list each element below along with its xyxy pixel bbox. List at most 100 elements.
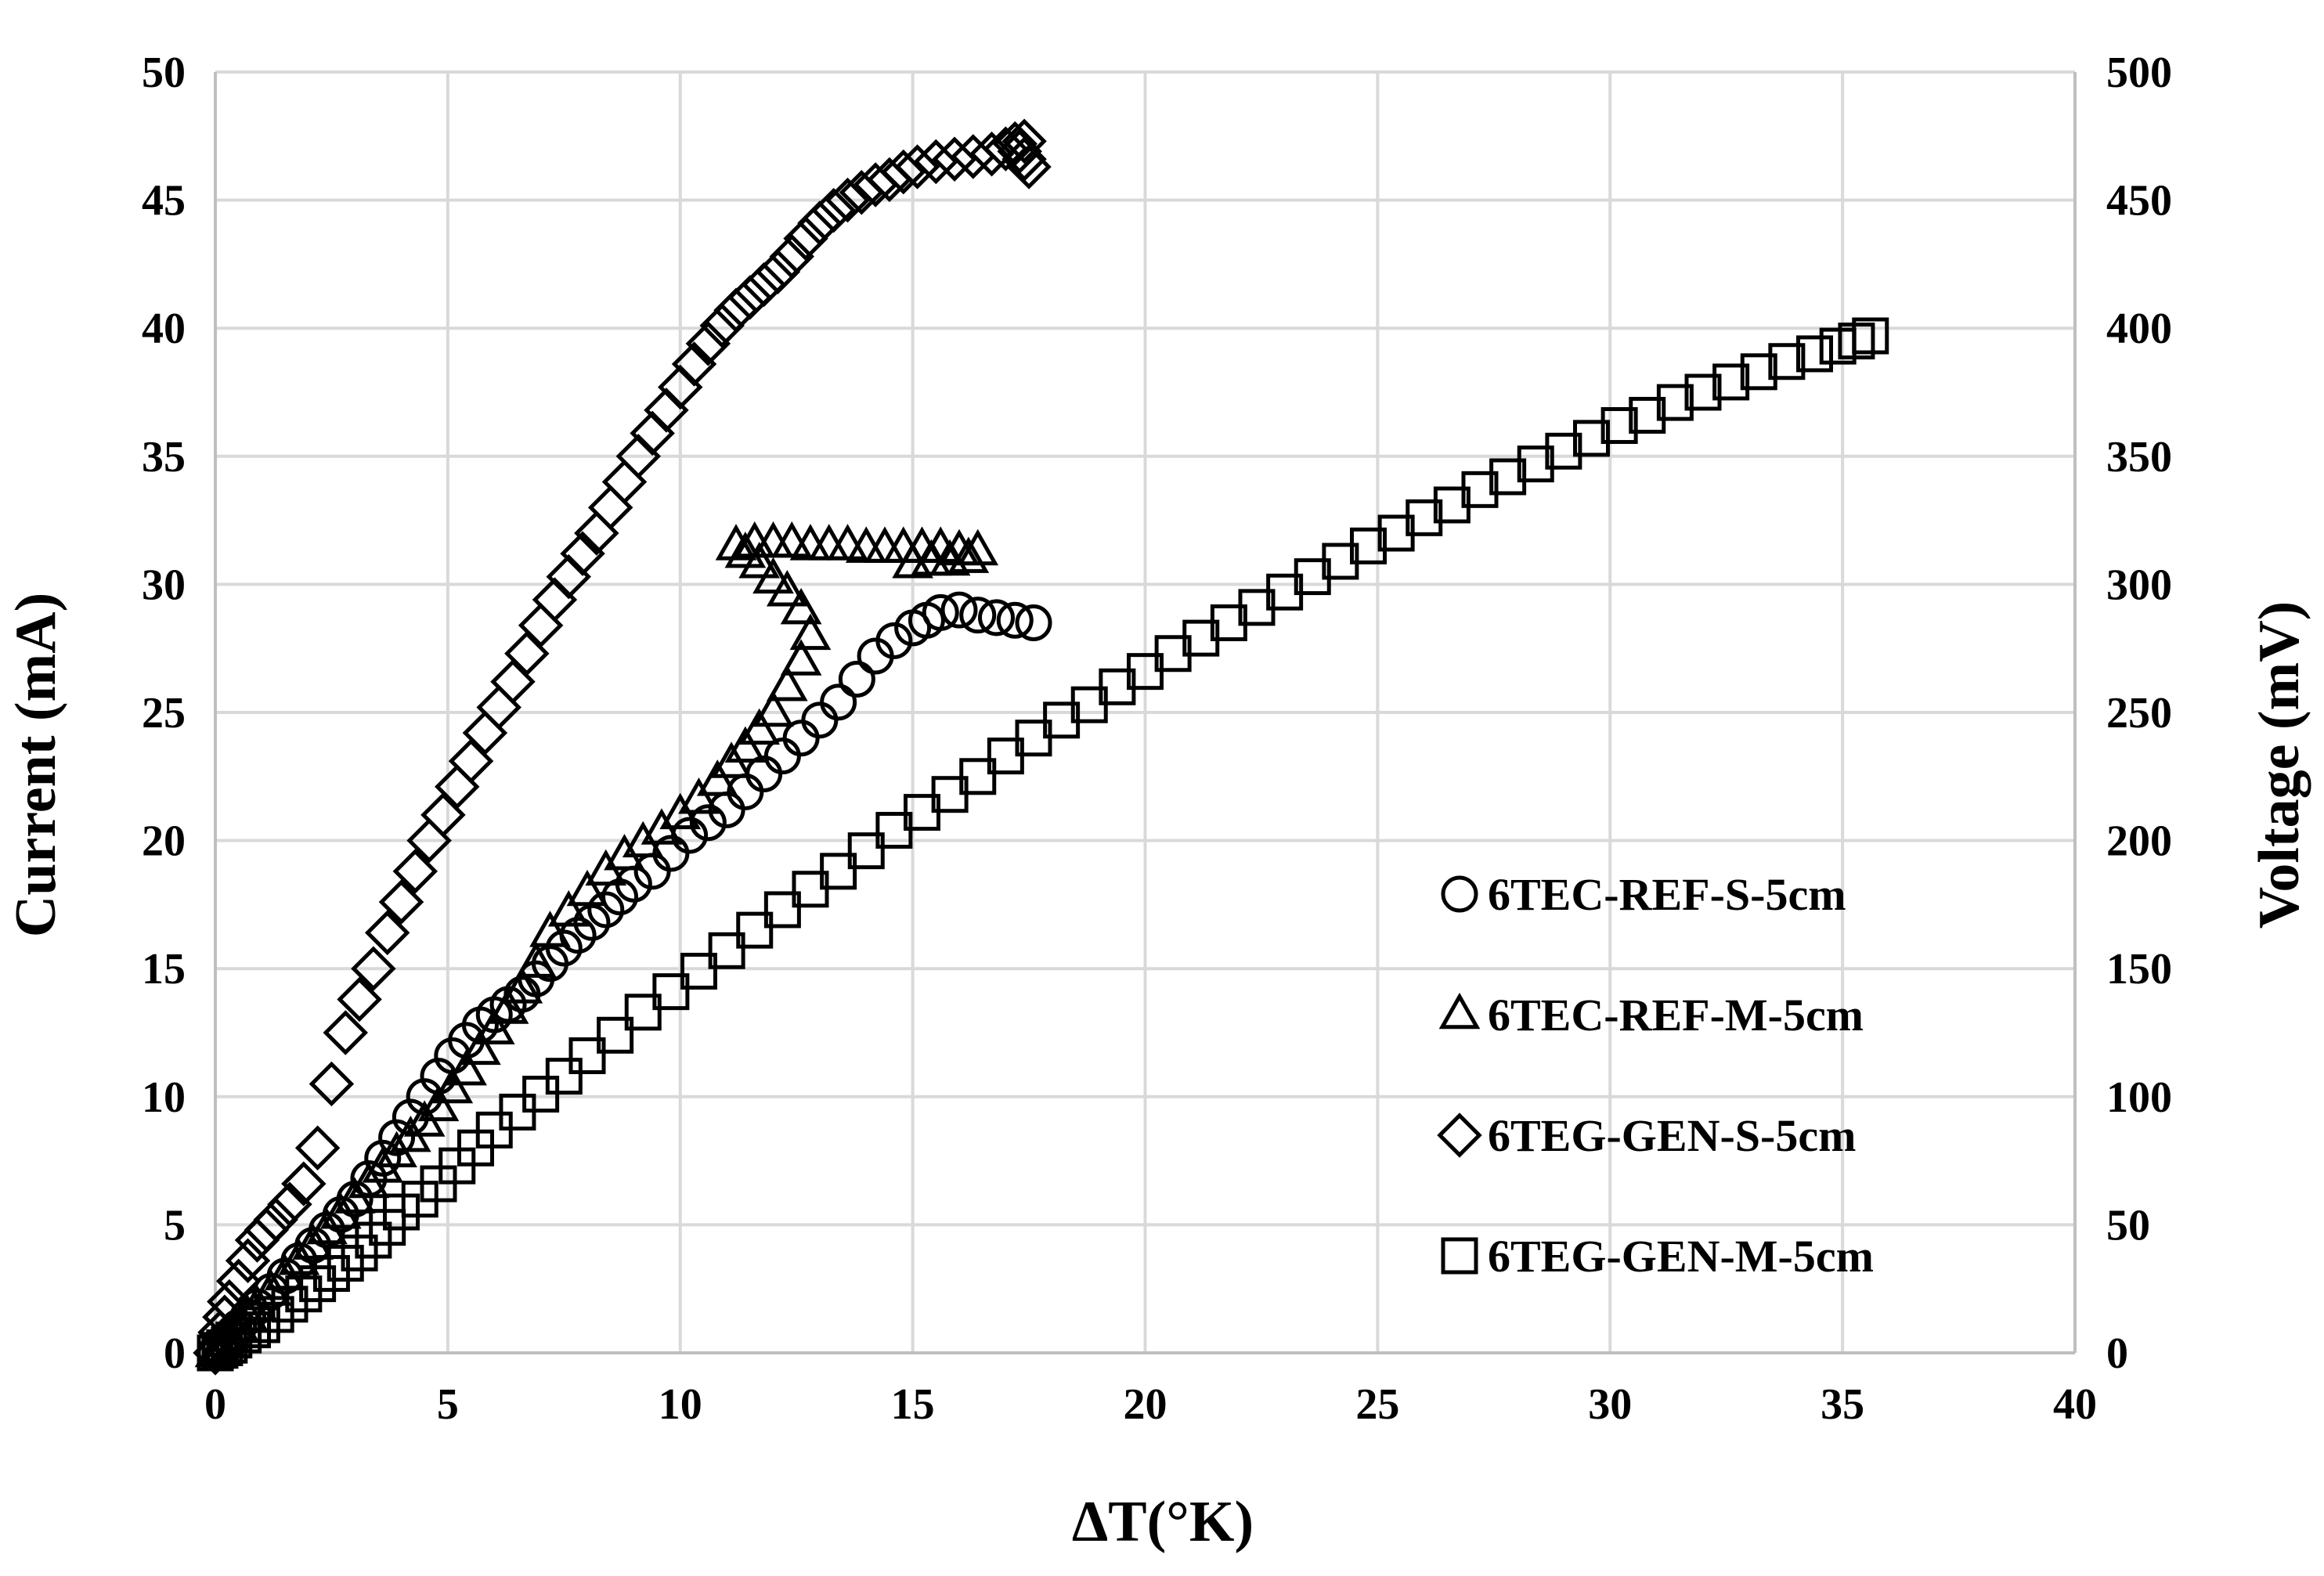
legend-marker-circle-icon (1441, 875, 1478, 913)
data-point-square (545, 1058, 583, 1095)
data-point-diamond (244, 1207, 290, 1253)
data-point-circle (1015, 604, 1052, 641)
data-point-square (959, 758, 997, 795)
data-point-diamond (601, 459, 648, 505)
data-point-diamond (881, 149, 926, 195)
data-marks (193, 118, 1889, 1376)
x-axis-title: ΔT(°K) (1072, 1490, 1254, 1554)
y2-tick-label: 0 (2106, 1329, 2128, 1378)
data-point-circle (573, 903, 611, 941)
data-point-triangle (678, 777, 720, 814)
data-point-square (736, 911, 774, 949)
legend-square-icon (1441, 1237, 1478, 1275)
data-point-square (299, 1265, 337, 1303)
data-point-diamond (810, 187, 857, 233)
data-point-triangle (566, 869, 608, 907)
data-point-square (1545, 432, 1582, 470)
legend: 6TEC-REF-S-5cm 6TEC-REF-M-5cm 6TEG-GEN-S… (1437, 869, 1874, 1282)
data-point-diamond (894, 144, 940, 189)
data-point-triangle (529, 911, 571, 947)
data-point-diamond (337, 976, 382, 1022)
data-point-triangle (789, 613, 832, 651)
data-point-diamond (560, 531, 605, 576)
data-point-circle (996, 601, 1034, 639)
legend-label-series-2: 6TEC-REF-M-5cm (1488, 990, 1864, 1040)
x-tick-label: 15 (891, 1380, 935, 1429)
data-point-diamond (587, 485, 633, 530)
data-point-triangle (501, 967, 543, 1004)
data-point-diamond (685, 321, 731, 366)
data-point-square (568, 1037, 606, 1074)
data-point-circle (689, 804, 727, 842)
legend-label-series-4: 6TEG-GEN-M-5cm (1488, 1231, 1874, 1282)
data-point-square (327, 1244, 364, 1282)
legend-label-series-1: 6TEC-REF-S-5cm (1488, 869, 1846, 920)
data-point-square (1852, 317, 1889, 355)
series-triangle-points (194, 521, 999, 1368)
data-point-square (355, 1221, 392, 1259)
data-point-square (597, 1016, 634, 1054)
y-tick-label: 0 (164, 1329, 186, 1378)
data-point-diamond (281, 1161, 327, 1206)
legend-item-series-2: 6TEC-REF-M-5cm (1438, 990, 1864, 1040)
data-point-square (1740, 353, 1777, 391)
data-point-circle (959, 597, 997, 634)
y-tick-label: 15 (142, 945, 186, 994)
legend-item-series-1: 6TEC-REF-S-5cm (1441, 869, 1846, 920)
data-point-triangle (473, 1008, 515, 1044)
y-tick-label: 20 (142, 817, 186, 866)
data-point-diamond (671, 341, 717, 387)
x-tick-label: 10 (659, 1380, 702, 1429)
data-point-diamond (630, 410, 675, 456)
data-point-square (652, 973, 690, 1011)
data-point-circle (838, 660, 875, 698)
data-point-diamond (294, 1125, 341, 1170)
data-point-triangle (724, 531, 767, 568)
data-point-diamond (518, 603, 564, 648)
data-point-circle (940, 591, 978, 629)
data-point-square (271, 1286, 309, 1323)
data-point-triangle (724, 726, 767, 763)
legend-label-series-3: 6TEG-GEN-S-5cm (1488, 1110, 1856, 1161)
data-point-triangle (780, 639, 822, 676)
x-tick-label: 5 (437, 1380, 459, 1429)
data-point-square (1489, 458, 1527, 496)
series-diamond-points (193, 118, 1052, 1376)
y-axis-title: Current (mA) (4, 593, 68, 937)
x-tick-label: 25 (1355, 1380, 1399, 1429)
y2-tick-label: 50 (2106, 1201, 2150, 1250)
data-point-square (341, 1234, 378, 1271)
y2-tick-label: 500 (2106, 49, 2172, 97)
data-point-diamond (755, 249, 801, 294)
tick-labels: 0 5 10 15 20 25 30 35 40051015202530354045500501… (142, 49, 2172, 1429)
data-point-diamond (699, 303, 745, 348)
series-square-points (197, 317, 1889, 1372)
data-point-circle (801, 701, 839, 739)
data-point-triangle (752, 690, 794, 727)
data-point-circle (875, 622, 913, 659)
legend-diamond-icon (1437, 1113, 1482, 1158)
data-point-triangle (770, 521, 813, 558)
data-point-square (1768, 343, 1806, 380)
legend-circle-icon (1441, 875, 1478, 913)
data-point-circle (922, 593, 959, 631)
y2-axis-title: Voltage (mV) (2247, 601, 2311, 929)
data-point-diamond (378, 879, 424, 925)
data-point-triangle (780, 587, 822, 625)
data-point-diamond (448, 738, 494, 784)
y2-tick-label: 200 (2106, 817, 2172, 866)
data-point-square (243, 1306, 280, 1343)
data-point-diamond (420, 792, 466, 838)
y2-tick-label: 250 (2106, 689, 2172, 738)
data-point-diamond (997, 128, 1042, 175)
data-point-triangle (487, 987, 529, 1024)
data-point-circle (545, 929, 583, 967)
data-point-square (312, 1255, 350, 1293)
data-point-square (1461, 471, 1499, 508)
data-point-triangle (892, 542, 933, 579)
data-point-triangle (738, 542, 781, 579)
data-point-triangle (766, 665, 808, 701)
y2-tick-label: 400 (2106, 305, 2172, 353)
data-point-circle (978, 599, 1015, 637)
data-point-triangle (460, 1028, 501, 1066)
